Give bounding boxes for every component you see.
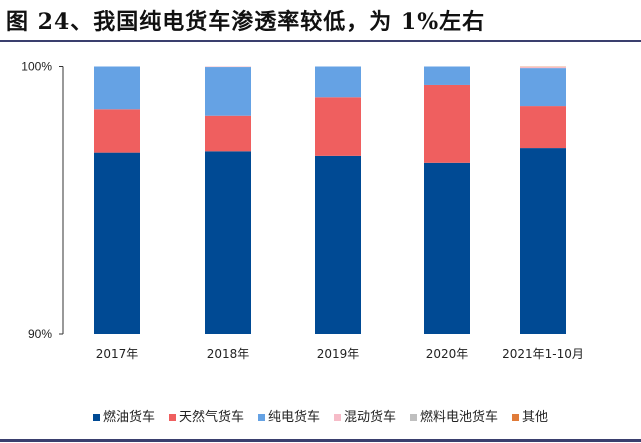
x-tick-label: 2021年1-10月	[502, 347, 584, 361]
bar-segment-1	[205, 151, 251, 334]
bar-segment-3	[94, 66, 140, 110]
legend-swatch	[92, 414, 100, 421]
legend-label: 燃油货车	[102, 410, 155, 425]
bar-segment-2	[94, 109, 140, 153]
bar-segment-3	[315, 66, 361, 98]
legend-item: 燃油货车	[92, 406, 155, 425]
figure-title: 图 24、我国纯电货车渗透率较低，为 1%左右	[6, 9, 486, 35]
y-tick-label: 100%	[21, 60, 52, 74]
legend-label: 燃料电池货车	[420, 410, 499, 425]
legend-label: 天然气货车	[178, 410, 244, 425]
legend-item: 纯电货车	[257, 406, 320, 425]
legend-item: 燃料电池货车	[410, 406, 498, 425]
legend-swatch	[334, 414, 341, 421]
legend-label: 其他	[522, 410, 549, 425]
legend-swatch	[168, 414, 176, 421]
legend-swatch	[410, 414, 418, 421]
bar-segment-3	[205, 67, 251, 116]
x-tick-label: 2018年	[207, 347, 250, 361]
y-tick-label: 90%	[28, 327, 52, 341]
bar-segment-3	[424, 66, 470, 85]
bar-segment-1	[94, 152, 140, 334]
bar-segment-4	[205, 66, 251, 68]
legend-item: 天然气货车	[168, 406, 244, 425]
bar-segment-2	[520, 106, 566, 149]
legend-item: 混动货车	[334, 406, 396, 425]
stacked-bar-chart: 90% 100% 2017年 2018年 2019年 2020年 2021年1-10月	[21, 60, 584, 362]
bar-segment-2	[205, 115, 251, 152]
bar-segment-1	[315, 155, 361, 334]
bar-segment-2	[315, 97, 361, 156]
bottom-divider	[0, 439, 641, 442]
legend: 燃油货车 天然气货车 纯电货车 混动货车 燃料电池货车 其他	[0, 406, 641, 425]
title-divider	[0, 40, 641, 42]
bar-segment-3	[520, 68, 566, 107]
x-tick-label: 2020年	[426, 347, 469, 361]
x-tick-label: 2017年	[96, 347, 139, 361]
legend-label: 混动货车	[344, 410, 397, 425]
bar-segment-2	[424, 84, 470, 163]
legend-swatch	[512, 414, 520, 421]
bar-segment-4	[520, 66, 566, 69]
bar-segment-1	[520, 148, 566, 334]
bar-segment-1	[424, 162, 470, 334]
legend-label: 纯电货车	[267, 410, 320, 425]
legend-item: 其他	[512, 406, 548, 425]
x-tick-label: 2019年	[317, 347, 360, 361]
legend-swatch	[257, 414, 265, 421]
